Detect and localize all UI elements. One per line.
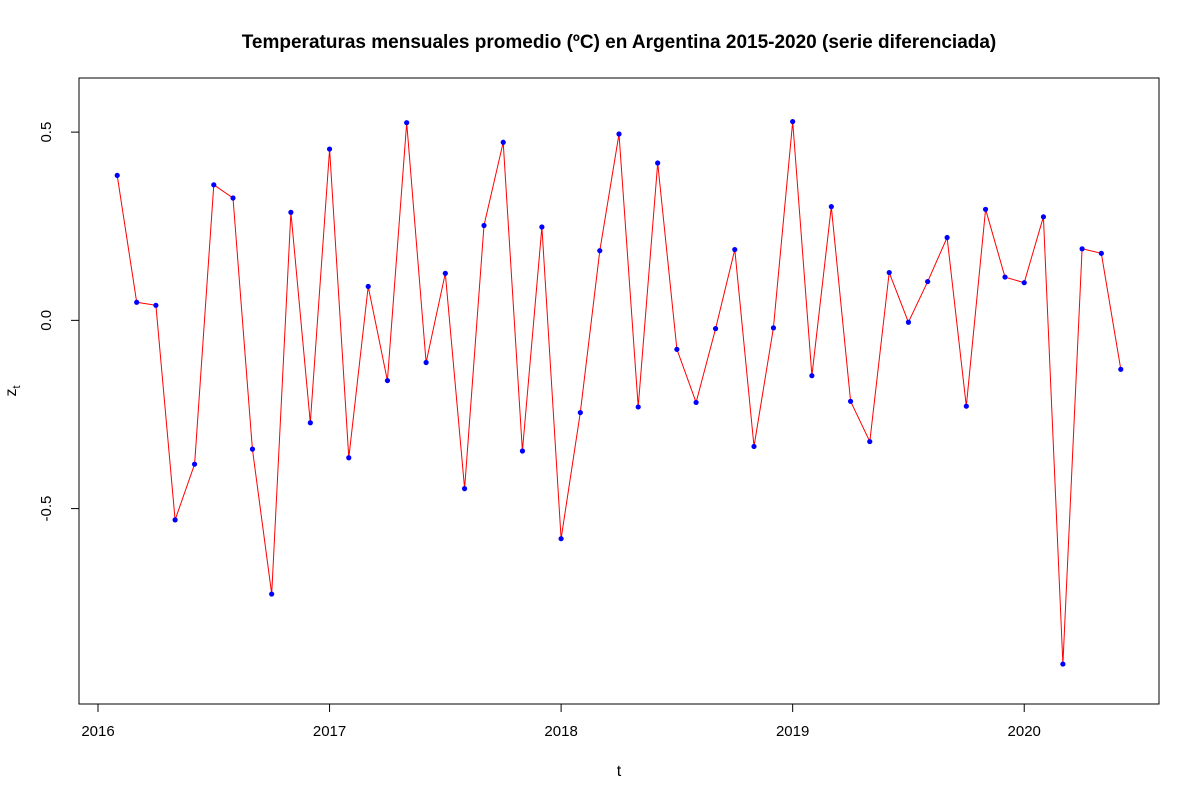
data-point: [577, 409, 583, 416]
data-point: [828, 204, 834, 210]
data-point: [751, 443, 757, 450]
y-axis: -0.5 0.0 0.5: [38, 122, 80, 522]
data-point: [365, 283, 371, 290]
data-point: [1098, 250, 1104, 256]
data-point: [1040, 214, 1047, 220]
data-point: [867, 438, 873, 445]
data-point: [635, 404, 641, 410]
data-point: [597, 248, 603, 254]
data-point: [1021, 280, 1027, 286]
data-point: [461, 486, 468, 492]
data-point: [925, 278, 931, 285]
y-tick-label: 0.0: [38, 310, 55, 331]
y-tick-label: 0.5: [38, 122, 55, 143]
x-axis: 2016 2017 2018 2019 2020: [81, 703, 1041, 740]
data-point: [153, 302, 159, 308]
data-point: [423, 359, 429, 366]
x-tick-label: 2016: [81, 723, 114, 740]
data-point: [770, 325, 777, 331]
data-point: [481, 222, 487, 229]
data-point: [346, 455, 352, 461]
data-point: [847, 398, 854, 404]
data-point: [1079, 246, 1085, 252]
data-point: [732, 246, 738, 253]
data-point: [674, 346, 680, 352]
series-points: [114, 118, 1124, 667]
data-point: [790, 118, 796, 125]
x-tick-label: 2019: [776, 723, 809, 740]
x-tick-label: 2018: [544, 723, 577, 740]
data-point: [114, 172, 120, 179]
data-point: [1118, 366, 1124, 372]
y-tick-label: -0.5: [38, 496, 55, 522]
data-point: [809, 373, 815, 379]
data-point: [288, 209, 294, 215]
y-axis-label-main: z: [3, 389, 20, 397]
data-point: [712, 326, 719, 332]
x-axis-label: t: [617, 763, 622, 780]
data-point: [500, 139, 506, 145]
x-tick-label: 2020: [1008, 723, 1041, 740]
data-point: [616, 131, 622, 137]
data-point: [982, 206, 989, 212]
data-point: [230, 195, 236, 201]
data-point: [269, 591, 275, 597]
data-point: [442, 270, 448, 276]
data-point: [655, 160, 661, 166]
data-point: [693, 399, 699, 406]
y-axis-label: zt: [3, 385, 23, 396]
y-axis-label-subscript: t: [11, 385, 23, 388]
data-point: [384, 377, 391, 384]
data-point: [519, 448, 526, 454]
data-point: [326, 146, 333, 152]
data-point: [905, 319, 912, 325]
data-point: [886, 269, 892, 276]
data-point: [944, 234, 950, 241]
data-point: [172, 517, 178, 523]
chart-title: Temperaturas mensuales promedio (ºC) en …: [242, 32, 997, 53]
data-point: [1002, 274, 1008, 280]
data-point: [211, 182, 217, 188]
data-point: [539, 224, 545, 230]
data-point: [307, 420, 313, 426]
plot-frame: [78, 77, 1160, 705]
data-point: [404, 120, 410, 126]
data-point: [558, 536, 564, 542]
data-point: [963, 403, 969, 409]
data-point: [249, 446, 256, 452]
data-point: [191, 461, 198, 467]
series-line: [116, 121, 1122, 665]
data-point: [134, 299, 140, 305]
x-tick-label: 2017: [313, 723, 346, 740]
data-point: [1060, 661, 1066, 667]
